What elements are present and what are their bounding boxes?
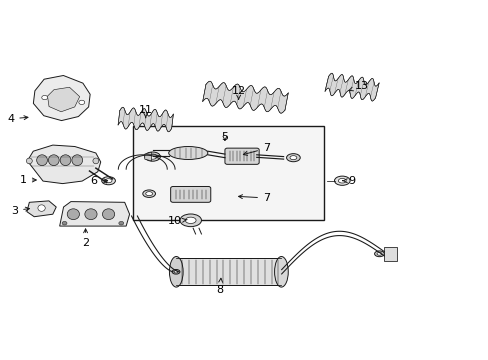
- Ellipse shape: [26, 158, 32, 164]
- Text: 8: 8: [216, 278, 223, 295]
- Ellipse shape: [85, 209, 97, 220]
- Text: 10: 10: [167, 216, 187, 226]
- Ellipse shape: [93, 158, 99, 164]
- Ellipse shape: [334, 176, 349, 185]
- Text: 12: 12: [231, 86, 245, 99]
- Ellipse shape: [376, 252, 381, 255]
- Ellipse shape: [72, 155, 82, 166]
- Ellipse shape: [62, 221, 67, 225]
- Ellipse shape: [289, 156, 296, 160]
- Polygon shape: [118, 107, 173, 132]
- Text: 11: 11: [139, 105, 152, 118]
- Ellipse shape: [144, 152, 160, 161]
- Ellipse shape: [38, 205, 45, 211]
- Ellipse shape: [185, 217, 196, 224]
- Polygon shape: [325, 73, 378, 101]
- Ellipse shape: [102, 209, 114, 220]
- Text: 1: 1: [20, 175, 36, 185]
- Ellipse shape: [37, 155, 47, 166]
- Ellipse shape: [105, 179, 112, 183]
- Text: 4: 4: [7, 114, 28, 124]
- Ellipse shape: [148, 154, 157, 159]
- Text: 5: 5: [221, 132, 228, 142]
- Ellipse shape: [142, 190, 155, 197]
- Ellipse shape: [41, 95, 47, 100]
- Ellipse shape: [119, 221, 123, 225]
- Ellipse shape: [172, 270, 180, 274]
- Ellipse shape: [169, 256, 183, 287]
- Ellipse shape: [102, 177, 115, 185]
- Polygon shape: [202, 81, 288, 113]
- Ellipse shape: [174, 271, 178, 273]
- Text: 13: 13: [348, 81, 368, 91]
- Polygon shape: [27, 201, 56, 217]
- Ellipse shape: [67, 209, 79, 220]
- Text: 3: 3: [11, 206, 29, 216]
- Bar: [133, 126, 323, 220]
- Ellipse shape: [180, 214, 201, 227]
- Ellipse shape: [168, 147, 207, 159]
- Ellipse shape: [374, 251, 384, 257]
- FancyBboxPatch shape: [176, 258, 281, 285]
- Ellipse shape: [48, 155, 59, 166]
- Bar: [384, 247, 396, 261]
- Text: 9: 9: [342, 176, 355, 186]
- Text: 2: 2: [82, 229, 89, 248]
- Polygon shape: [27, 145, 101, 184]
- Ellipse shape: [274, 256, 288, 287]
- Polygon shape: [144, 152, 151, 161]
- FancyBboxPatch shape: [224, 148, 259, 164]
- Text: 7: 7: [243, 143, 269, 156]
- Ellipse shape: [79, 100, 84, 104]
- Polygon shape: [33, 76, 90, 121]
- Ellipse shape: [338, 179, 346, 183]
- FancyBboxPatch shape: [170, 186, 210, 202]
- Polygon shape: [60, 202, 129, 226]
- Ellipse shape: [145, 192, 152, 196]
- Ellipse shape: [60, 155, 71, 166]
- Text: 7: 7: [238, 193, 269, 203]
- Ellipse shape: [286, 154, 300, 162]
- Polygon shape: [47, 87, 80, 112]
- Text: 6: 6: [90, 176, 107, 186]
